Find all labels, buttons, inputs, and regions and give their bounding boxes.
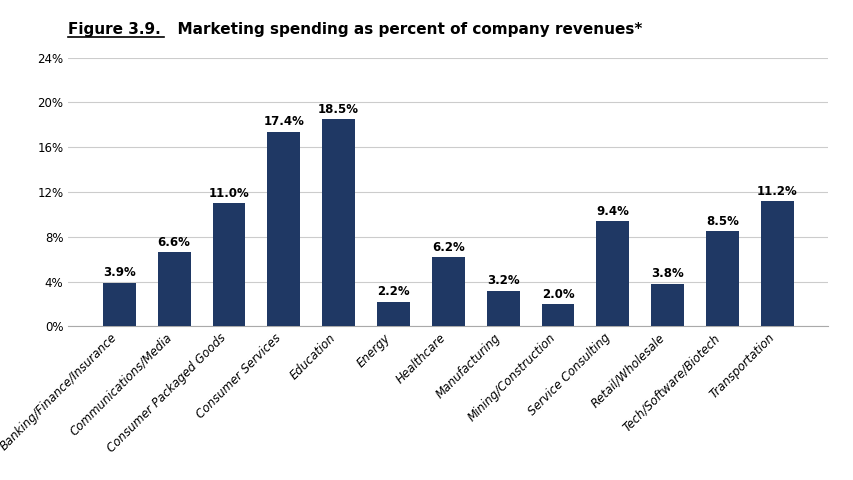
Text: 6.2%: 6.2% xyxy=(432,240,464,253)
Bar xyxy=(651,284,683,326)
Bar xyxy=(158,252,190,326)
Text: 9.4%: 9.4% xyxy=(595,205,629,218)
Text: 3.9%: 3.9% xyxy=(103,266,136,279)
Text: 3.2%: 3.2% xyxy=(486,274,519,287)
Text: Figure 3.9.: Figure 3.9. xyxy=(68,22,161,36)
Bar xyxy=(322,119,355,326)
Bar xyxy=(212,203,245,326)
Bar xyxy=(102,283,136,326)
Text: Marketing spending as percent of company revenues*: Marketing spending as percent of company… xyxy=(166,22,641,36)
Bar xyxy=(267,132,300,326)
Text: 17.4%: 17.4% xyxy=(263,115,304,128)
Text: 11.0%: 11.0% xyxy=(208,187,249,200)
Bar xyxy=(377,302,409,326)
Text: 8.5%: 8.5% xyxy=(705,215,738,228)
Text: 18.5%: 18.5% xyxy=(318,103,359,116)
Bar xyxy=(432,257,464,326)
Text: 3.8%: 3.8% xyxy=(651,267,683,280)
Bar xyxy=(486,290,519,326)
Text: 2.0%: 2.0% xyxy=(541,288,574,300)
Text: 6.6%: 6.6% xyxy=(158,236,190,249)
Bar xyxy=(705,231,738,326)
Bar xyxy=(595,221,629,326)
Bar xyxy=(760,201,793,326)
Text: 2.2%: 2.2% xyxy=(377,286,409,299)
Text: 11.2%: 11.2% xyxy=(756,185,797,198)
Bar xyxy=(541,304,574,326)
